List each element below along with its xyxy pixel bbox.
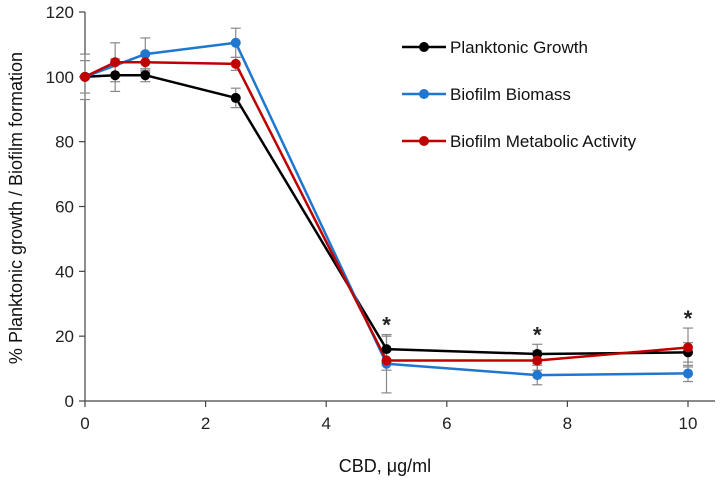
y-tick-label: 40 bbox=[55, 262, 74, 281]
legend-label: Biofilm Biomass bbox=[450, 85, 571, 104]
significance-marker: * bbox=[533, 322, 542, 347]
data-point bbox=[110, 57, 121, 68]
data-point bbox=[532, 355, 543, 366]
legend-marker bbox=[419, 42, 429, 52]
x-axis-label: CBD, μg/ml bbox=[339, 456, 431, 476]
legend-label: Biofilm Metabolic Activity bbox=[450, 132, 637, 151]
data-point bbox=[683, 368, 693, 379]
legend-marker bbox=[419, 136, 429, 146]
legend-marker bbox=[419, 89, 429, 99]
data-point bbox=[230, 92, 241, 103]
series-line-1 bbox=[84, 41, 689, 377]
axes: 0 20 40 60 80 100 120 0 2 4 6 8 10 bbox=[46, 3, 715, 433]
data-point bbox=[381, 355, 392, 366]
x-tick-label: 2 bbox=[201, 414, 210, 433]
data-point bbox=[140, 57, 151, 68]
data-point bbox=[230, 58, 241, 69]
x-tick-label: 6 bbox=[442, 414, 451, 433]
data-points bbox=[80, 37, 693, 381]
y-axis-label: % Planktonic growth / Biofilm formation bbox=[6, 52, 26, 364]
y-tick-label: 0 bbox=[65, 392, 74, 411]
data-point bbox=[110, 70, 121, 81]
data-point bbox=[532, 370, 543, 381]
y-tick-label: 60 bbox=[55, 198, 74, 217]
x-tick-label: 8 bbox=[563, 414, 572, 433]
data-point bbox=[140, 70, 151, 81]
x-tick-label: 10 bbox=[679, 414, 698, 433]
data-point bbox=[80, 71, 90, 82]
significance-markers: * * * bbox=[382, 306, 693, 347]
x-tick-label: 4 bbox=[321, 414, 330, 433]
legend: Planktonic Growth Biofilm Biomass Biofilm … bbox=[402, 38, 637, 151]
data-point bbox=[683, 342, 693, 353]
y-tick-label: 100 bbox=[46, 68, 74, 87]
data-point bbox=[140, 49, 151, 60]
data-point bbox=[230, 37, 241, 48]
y-tick-label: 80 bbox=[55, 133, 74, 152]
y-tick-label: 20 bbox=[55, 327, 74, 346]
significance-marker: * bbox=[382, 313, 391, 338]
legend-label: Planktonic Growth bbox=[450, 38, 588, 57]
y-tick-label: 120 bbox=[46, 3, 74, 22]
significance-marker: * bbox=[684, 306, 693, 331]
data-point bbox=[381, 344, 392, 355]
x-tick-label: 0 bbox=[80, 414, 89, 433]
